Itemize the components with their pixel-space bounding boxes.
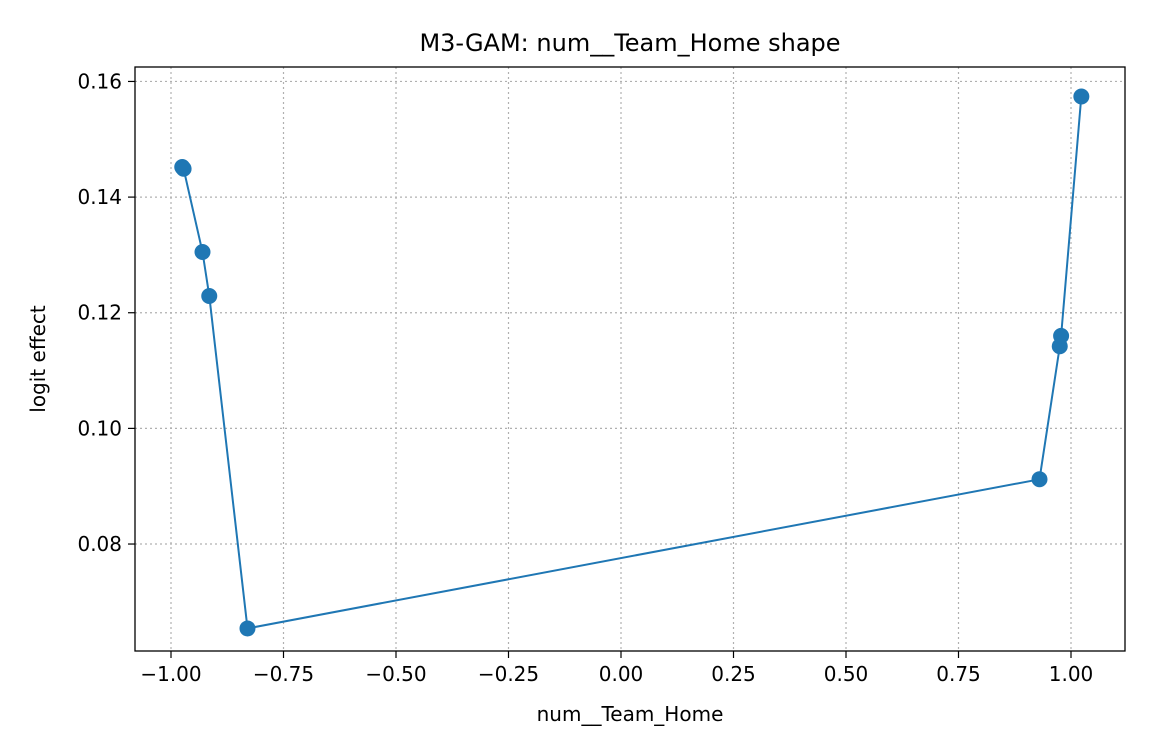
x-tick-label: −1.00 bbox=[140, 662, 201, 686]
data-point bbox=[1073, 88, 1090, 105]
y-tick-label: 0.10 bbox=[77, 416, 122, 440]
y-tick-label: 0.14 bbox=[77, 185, 122, 209]
x-tick-label: −0.25 bbox=[478, 662, 539, 686]
ticks: −1.00 −0.75 −0.50 −0.25 0.00 0.25 0.50 0.75 1.00… bbox=[77, 69, 1093, 686]
x-tick-label: 1.00 bbox=[1049, 662, 1094, 686]
x-tick-label: 0.50 bbox=[824, 662, 869, 686]
plot-frame bbox=[134, 66, 1126, 652]
x-tick-label: 0.25 bbox=[711, 662, 756, 686]
y-tick-label: 0.08 bbox=[77, 532, 122, 556]
x-axis-title: num__Team_Home bbox=[537, 702, 724, 726]
data-point bbox=[201, 287, 218, 304]
grid bbox=[135, 67, 1125, 651]
y-axis-title: logit effect bbox=[26, 305, 50, 413]
x-tick-label: 0.00 bbox=[599, 662, 644, 686]
y-tick-label: 0.12 bbox=[77, 301, 122, 325]
x-tick-label: −0.75 bbox=[253, 662, 314, 686]
data-point bbox=[239, 620, 256, 637]
chart-title: M3-GAM: num__Team_Home shape bbox=[419, 29, 840, 57]
data-point bbox=[1031, 471, 1048, 488]
series-line bbox=[181, 96, 1083, 630]
x-tick-label: 0.75 bbox=[936, 662, 981, 686]
series-layer bbox=[174, 88, 1090, 637]
y-tick-label: 0.16 bbox=[77, 69, 122, 93]
data-point bbox=[194, 244, 211, 261]
x-tick-label: −0.50 bbox=[365, 662, 426, 686]
data-point bbox=[1053, 327, 1070, 344]
data-point bbox=[175, 160, 192, 177]
